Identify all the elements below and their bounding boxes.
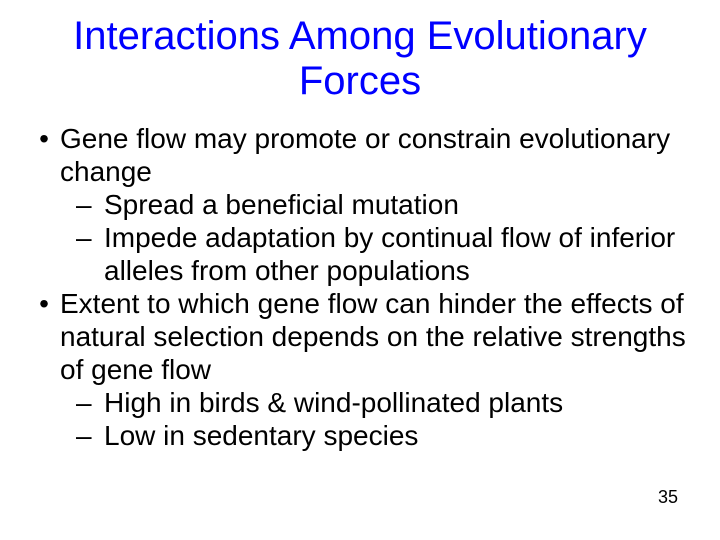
sub-bullet-item: – Spread a beneficial mutation [28, 188, 692, 221]
slide-title: Interactions Among Evolutionary Forces [28, 14, 692, 104]
dash-marker: – [76, 386, 104, 419]
bullet-item: • Extent to which gene flow can hinder t… [28, 287, 692, 386]
sub-bullet-text: Spread a beneficial mutation [104, 188, 692, 221]
sub-bullet-item: – High in birds & wind-pollinated plants [28, 386, 692, 419]
dash-marker: – [76, 419, 104, 452]
slide: Interactions Among Evolutionary Forces •… [0, 0, 720, 540]
dash-marker: – [76, 221, 104, 287]
bullet-text: Gene flow may promote or constrain evolu… [60, 122, 692, 188]
sub-bullet-text: Low in sedentary species [104, 419, 692, 452]
sub-bullet-text: Impede adaptation by continual flow of i… [104, 221, 692, 287]
bullet-marker: • [28, 122, 60, 188]
bullet-marker: • [28, 287, 60, 386]
sub-bullet-text: High in birds & wind-pollinated plants [104, 386, 692, 419]
bullet-item: • Gene flow may promote or constrain evo… [28, 122, 692, 188]
sub-bullet-item: – Impede adaptation by continual flow of… [28, 221, 692, 287]
dash-marker: – [76, 188, 104, 221]
sub-bullet-item: – Low in sedentary species [28, 419, 692, 452]
bullet-text: Extent to which gene flow can hinder the… [60, 287, 692, 386]
slide-body: • Gene flow may promote or constrain evo… [28, 122, 692, 452]
page-number: 35 [658, 487, 678, 508]
